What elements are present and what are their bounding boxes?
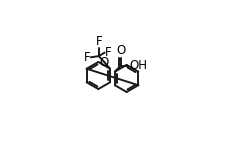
Text: F: F	[95, 35, 102, 48]
Text: O: O	[100, 56, 109, 69]
Text: O: O	[116, 44, 126, 57]
Text: OH: OH	[129, 59, 147, 72]
Text: F: F	[84, 51, 90, 64]
Text: F: F	[105, 46, 112, 59]
